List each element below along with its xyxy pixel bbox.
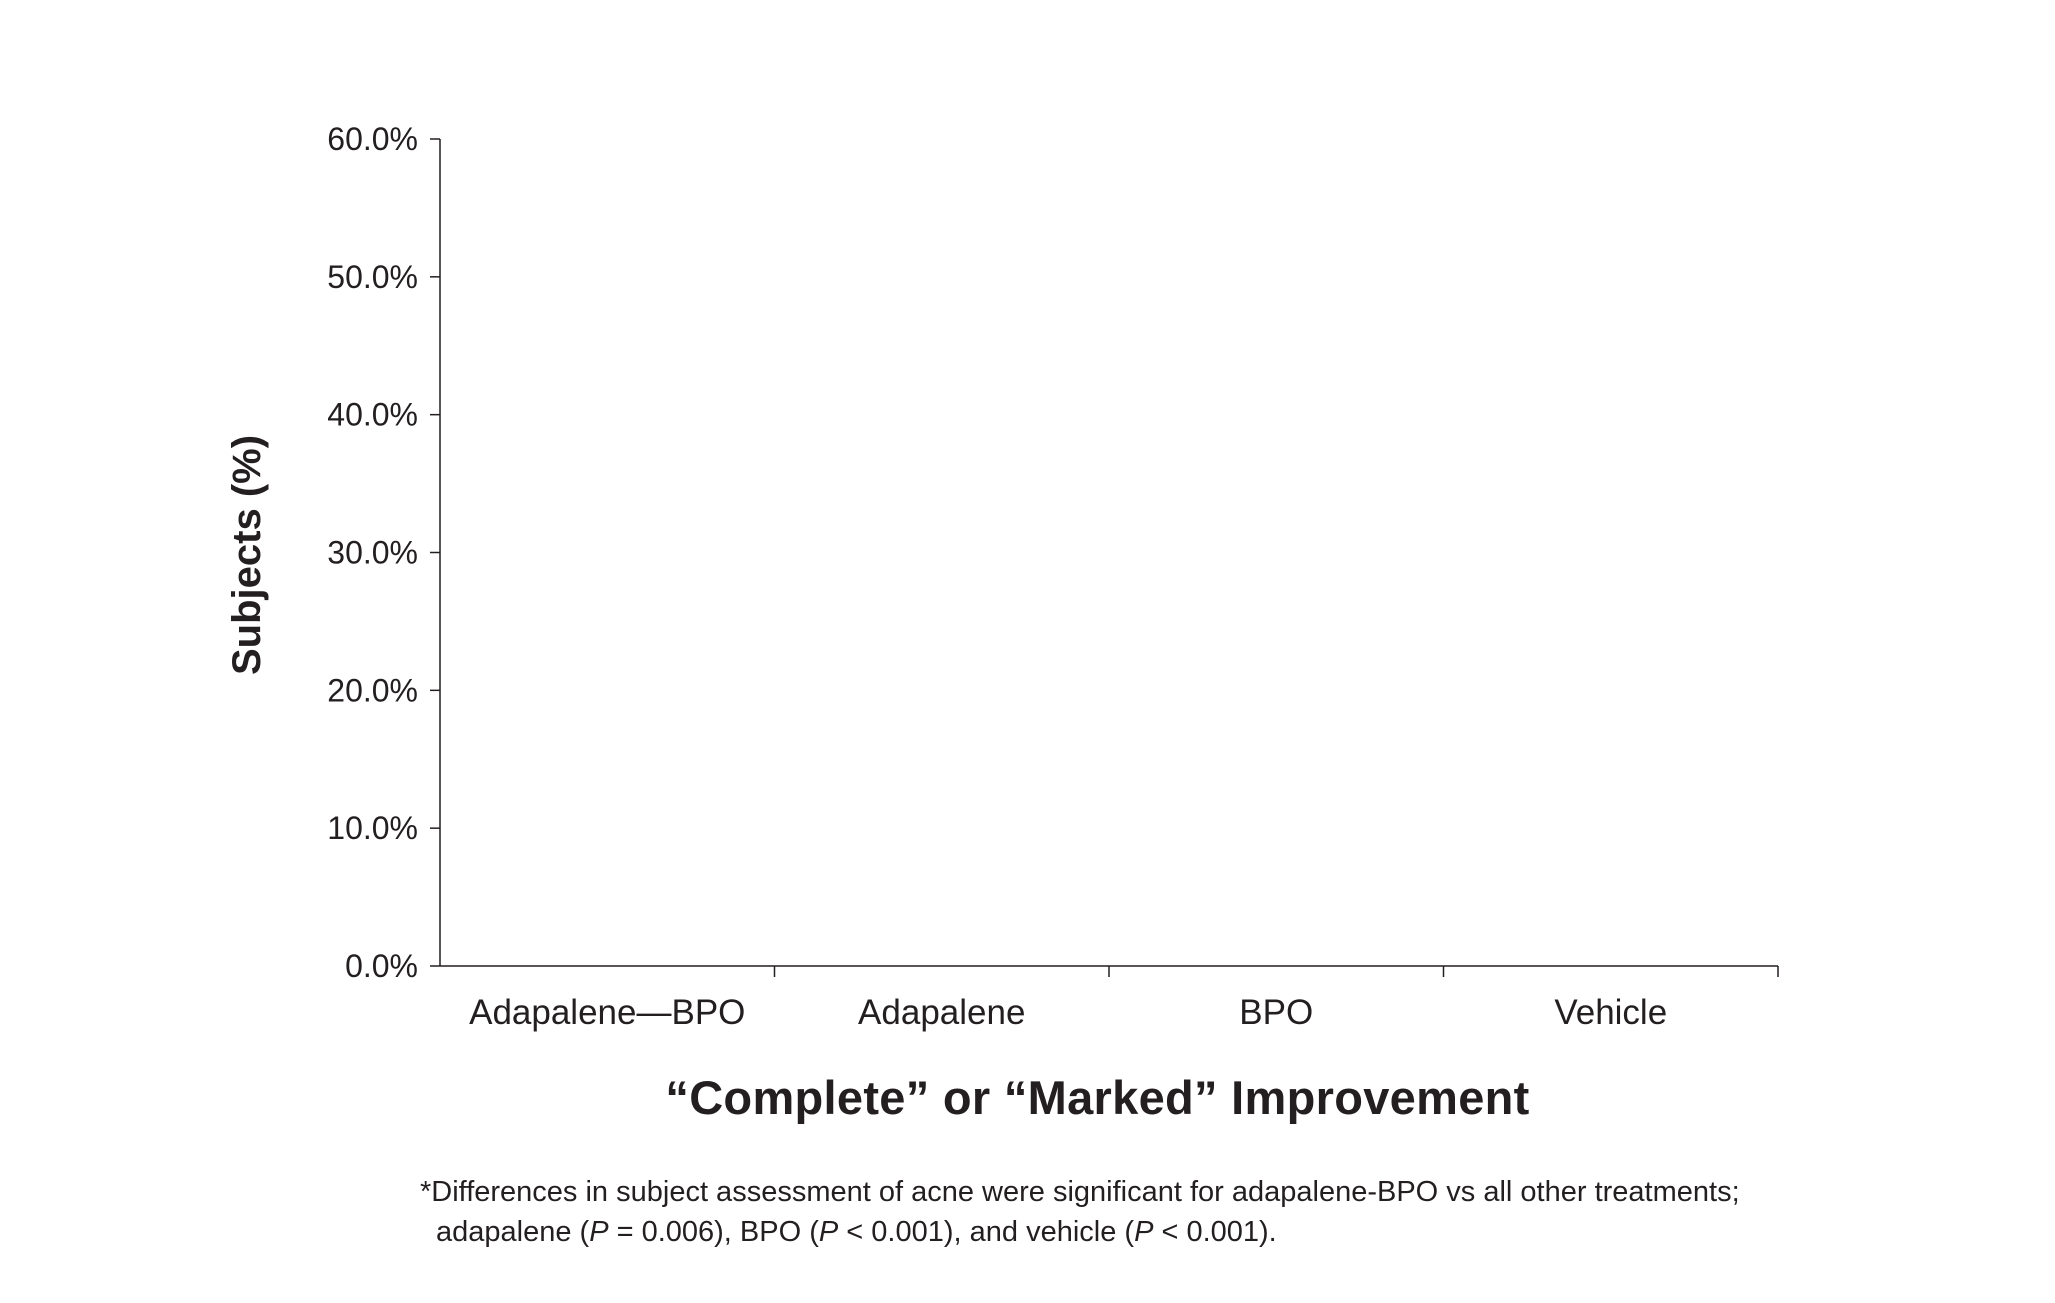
x-tick-label: Vehicle xyxy=(1554,993,1667,1032)
p-value-symbol: P xyxy=(818,1216,839,1248)
y-tick-label: 60.0% xyxy=(327,121,418,157)
y-axis: 0.0% 10.0% 20.0% 30.0% 40.0% 50.0% 60.0% xyxy=(327,121,441,984)
p-value-symbol: P xyxy=(589,1216,609,1248)
footnote-text: < 0.001), and vehicle ( xyxy=(838,1216,1135,1248)
footnote-text: < 0.001). xyxy=(1153,1216,1277,1248)
y-tick-label: 50.0% xyxy=(327,259,418,295)
x-axis-label: “Complete” or “Marked” Improvement xyxy=(665,1071,1530,1124)
y-tick-label: 0.0% xyxy=(345,948,418,984)
y-tick-label: 20.0% xyxy=(327,672,418,708)
x-tick-label: Adapalene xyxy=(858,993,1025,1032)
x-tick-label: BPO xyxy=(1239,993,1313,1032)
y-tick-label: 10.0% xyxy=(327,810,418,846)
y-tick-label: 30.0% xyxy=(327,535,418,571)
y-axis-label: Subjects (%) xyxy=(225,435,269,675)
footnote: *Differences in subject assessment of ac… xyxy=(420,1172,1980,1252)
p-value-symbol: P xyxy=(1134,1216,1154,1248)
x-tick-label: Adapalene—BPO xyxy=(469,993,745,1032)
footnote-line-2: adapalene (P = 0.006), BPO (P < 0.001), … xyxy=(420,1212,1980,1252)
footnote-line-1: *Differences in subject assessment of ac… xyxy=(420,1176,1740,1208)
x-axis: Adapalene—BPO Adapalene BPO Vehicle xyxy=(440,965,1779,1032)
footnote-text: = 0.006), BPO ( xyxy=(608,1216,819,1248)
y-tick-label: 40.0% xyxy=(327,397,418,433)
footnote-text: adapalene ( xyxy=(436,1216,590,1248)
